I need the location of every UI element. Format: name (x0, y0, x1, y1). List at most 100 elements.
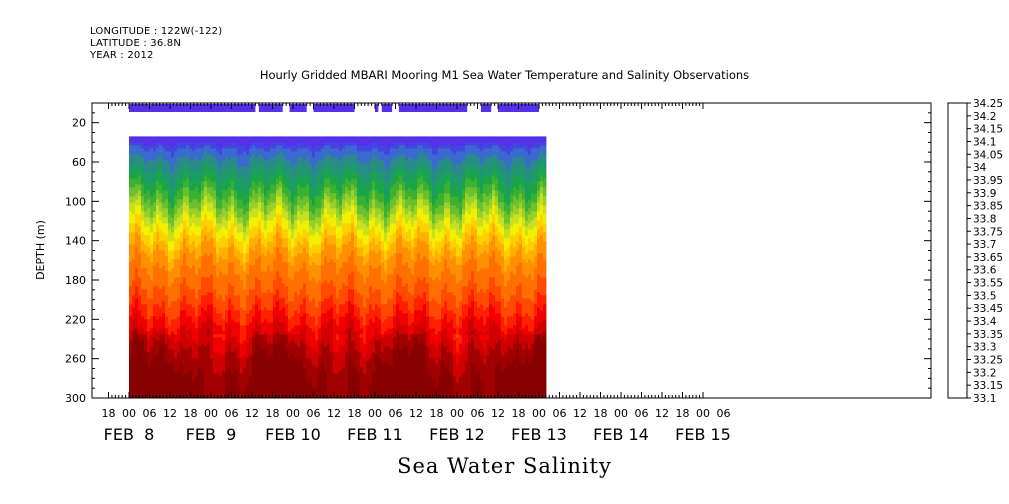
field-cell (141, 178, 145, 182)
field-cell (291, 202, 295, 206)
field-cell (270, 289, 274, 293)
field-cell (222, 175, 226, 179)
field-cell (243, 316, 247, 320)
field-cell (207, 229, 211, 233)
field-cell (231, 178, 235, 182)
field-cell (282, 370, 286, 374)
field-cell (156, 370, 160, 374)
field-cell (150, 241, 154, 245)
field-cell (189, 370, 193, 374)
field-cell (153, 349, 157, 353)
field-cell (171, 331, 175, 335)
field-cell (243, 301, 247, 305)
field-cell (240, 199, 244, 203)
field-cell (276, 292, 280, 296)
field-cell (255, 301, 259, 305)
field-cell (255, 382, 259, 386)
field-cell (240, 304, 244, 308)
field-cell (228, 223, 232, 227)
field-cell (276, 205, 280, 209)
field-cell (213, 136, 217, 140)
field-cell (192, 208, 196, 212)
field-cell (258, 157, 262, 161)
field-cell (258, 259, 262, 263)
field-cell (174, 265, 178, 269)
field-cell (138, 181, 142, 185)
field-cell (189, 376, 193, 380)
field-cell (279, 382, 283, 386)
field-cell (135, 154, 139, 158)
field-cell (210, 286, 214, 290)
field-cell (129, 235, 133, 239)
field-cell (204, 301, 208, 305)
field-cell (228, 286, 232, 290)
field-cell (216, 373, 220, 377)
field-cell (228, 190, 232, 194)
field-cell (162, 196, 166, 200)
field-cell (156, 265, 160, 269)
field-cell (234, 310, 238, 314)
field-cell (156, 340, 160, 344)
field-cell (261, 271, 265, 275)
field-cell (276, 211, 280, 215)
field-cell (252, 391, 256, 395)
field-cell (216, 355, 220, 359)
field-cell (159, 190, 163, 194)
field-cell (168, 187, 172, 191)
field-cell (258, 265, 262, 269)
field-cell (234, 178, 238, 182)
field-cell (189, 355, 193, 359)
field-cell (201, 316, 205, 320)
field-cell (144, 346, 148, 350)
field-cell (195, 325, 199, 329)
field-cell (288, 361, 292, 365)
field-cell (297, 343, 301, 347)
field-cell (261, 307, 265, 311)
field-cell (279, 190, 283, 194)
field-cell (156, 322, 160, 326)
field-cell (135, 184, 139, 188)
field-cell (234, 358, 238, 362)
field-cell (129, 202, 133, 206)
field-cell (273, 148, 277, 152)
field-cell (222, 322, 226, 326)
field-cell (225, 271, 229, 275)
field-cell (249, 190, 253, 194)
field-cell (252, 367, 256, 371)
field-cell (276, 370, 280, 374)
field-cell (258, 343, 262, 347)
field-cell (135, 346, 139, 350)
field-cell (234, 301, 238, 305)
field-cell (231, 139, 235, 143)
field-cell (189, 193, 193, 197)
field-cell (237, 238, 241, 242)
field-cell (174, 304, 178, 308)
field-cell (204, 325, 208, 329)
field-cell (210, 211, 214, 215)
field-cell (228, 334, 232, 338)
field-cell (192, 274, 196, 278)
field-cell (252, 241, 256, 245)
field-cell (129, 253, 133, 257)
field-cell (267, 310, 271, 314)
field-cell (138, 388, 142, 392)
field-cell (285, 193, 289, 197)
field-cell (264, 304, 268, 308)
field-cell (267, 334, 271, 338)
field-cell (288, 304, 292, 308)
field-cell (213, 181, 217, 185)
field-cell (228, 211, 232, 215)
field-cell (231, 385, 235, 389)
field-cell (219, 157, 223, 161)
field-cell (171, 289, 175, 293)
field-cell (288, 139, 292, 143)
field-cell (153, 178, 157, 182)
field-cell (177, 346, 181, 350)
field-cell (225, 178, 229, 182)
field-cell (243, 211, 247, 215)
field-cell (213, 262, 217, 266)
field-cell (258, 352, 262, 356)
field-cell (207, 160, 211, 164)
field-cell (225, 310, 229, 314)
field-cell (261, 391, 265, 395)
